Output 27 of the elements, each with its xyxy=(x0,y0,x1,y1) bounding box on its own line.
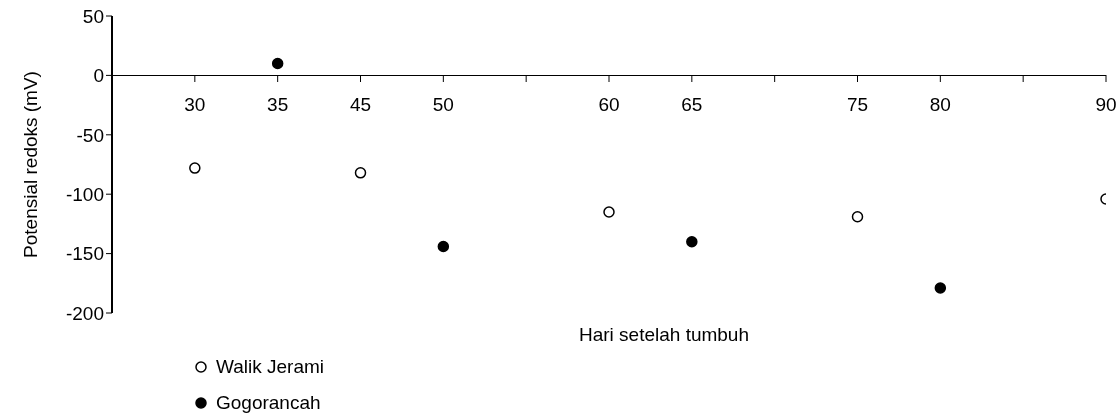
x-tick-label: 30 xyxy=(184,94,206,116)
y-tick-label: 50 xyxy=(82,5,104,27)
x-tick-label: 60 xyxy=(598,94,620,116)
point xyxy=(603,206,615,218)
x-tick-label: 50 xyxy=(432,94,454,116)
point xyxy=(271,57,284,70)
x-tick-label: 90 xyxy=(1095,94,1117,116)
y-tick-label: -100 xyxy=(65,183,104,205)
point xyxy=(851,211,864,223)
y-tick-label: -50 xyxy=(76,124,104,146)
legend-label: Gogorancah xyxy=(216,391,321,415)
point xyxy=(686,235,698,248)
point xyxy=(934,282,947,294)
x-tick-label: 45 xyxy=(349,94,372,116)
point xyxy=(437,240,450,253)
point xyxy=(189,162,201,174)
y-axis-title: Potensial redoks (mV) xyxy=(19,71,41,258)
legend-label: Walik Jerami xyxy=(216,355,325,379)
x-tick-label: 75 xyxy=(846,94,869,116)
x-axis-title: Hari setelah tumbuh xyxy=(577,324,750,346)
x-tick-label: 80 xyxy=(929,94,951,116)
point xyxy=(354,167,367,179)
y-tick-label: -150 xyxy=(65,243,104,265)
y-tick-label: -200 xyxy=(65,302,104,324)
y-tick-label: 0 xyxy=(93,65,104,87)
x-tick-label: 35 xyxy=(267,94,289,116)
x-tick-label: 65 xyxy=(681,94,703,116)
